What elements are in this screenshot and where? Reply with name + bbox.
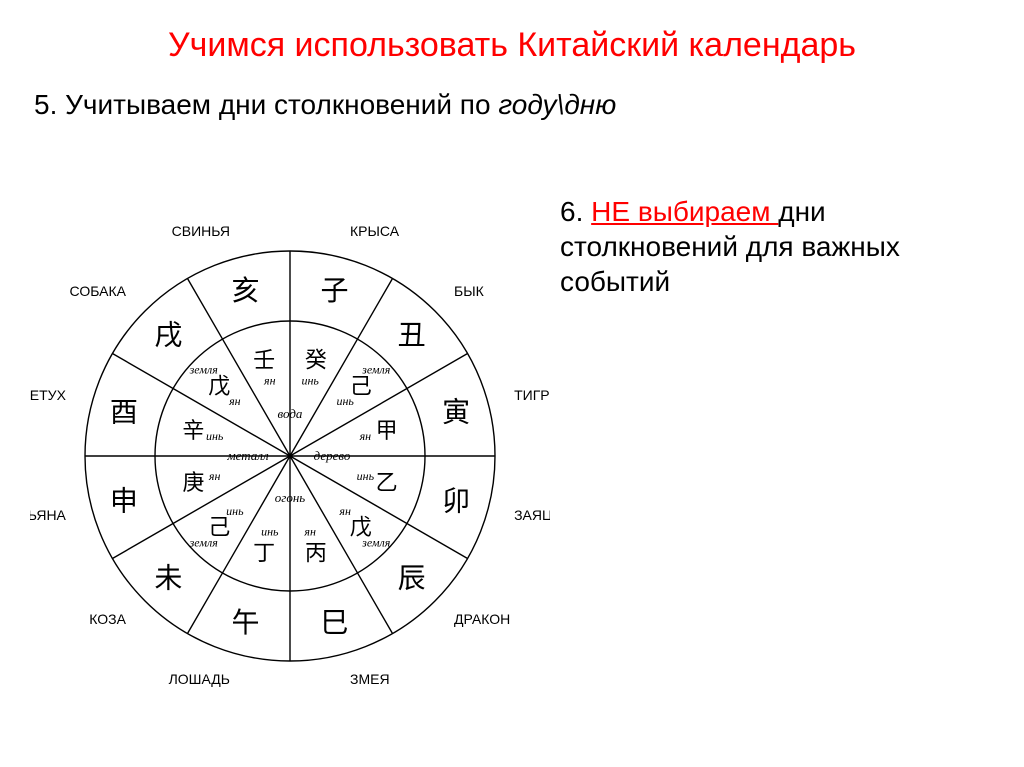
- stem-glyph: 乙: [376, 470, 398, 495]
- stem-yinyang: ян: [228, 394, 241, 408]
- stem-yinyang: ян: [263, 374, 276, 388]
- stem-yinyang: ян: [359, 429, 372, 443]
- stem-glyph: 戊: [208, 373, 230, 398]
- zodiac-glyph: 子: [321, 276, 349, 307]
- element-label: огонь: [275, 490, 306, 505]
- element-label: металл: [226, 448, 269, 463]
- slide: Учимся использовать Китайский календарь …: [0, 0, 1024, 767]
- zodiac-glyph: 寅: [442, 396, 470, 428]
- zodiac-label: БЫК: [454, 283, 485, 299]
- stem-yinyang: инь: [206, 429, 224, 443]
- zodiac-glyph: 丑: [398, 320, 426, 351]
- element-label: вода: [278, 406, 303, 421]
- zodiac-label: ЛОШАДЬ: [169, 671, 230, 687]
- zodiac-label: КОЗА: [89, 611, 126, 627]
- element-label: дерево: [314, 448, 351, 463]
- point-5: 5. Учитываем дни столкновений по году\дн…: [34, 89, 996, 121]
- stem-glyph: 癸: [305, 347, 327, 372]
- stem-glyph: 庚: [182, 470, 204, 495]
- zodiac-label: ЗМЕЯ: [350, 671, 390, 687]
- stem-yinyang: инь: [261, 524, 279, 538]
- stem-earth-label: земля: [189, 363, 219, 377]
- zodiac-label: ДРАКОН: [454, 611, 510, 627]
- point-6-prefix: 6.: [560, 196, 591, 227]
- stem-yinyang: ян: [338, 504, 351, 518]
- point-5-emph: году\дню: [498, 89, 616, 120]
- zodiac-glyph: 午: [231, 607, 259, 639]
- zodiac-label: ТИГР: [514, 387, 550, 403]
- zodiac-label: ЗАЯЦ: [514, 507, 550, 523]
- zodiac-wheel-diagram: КРЫСА 子 БЫК 丑 ТИГР 寅 ЗАЯЦ 卯 ДРАКОН 辰 ЗМЕЯ 巳 ЛОШАДЬ 午 К…: [30, 186, 550, 726]
- stem-yinyang: инь: [357, 469, 375, 483]
- zodiac-glyph: 辰: [398, 564, 426, 595]
- zodiac-label: СОБАКА: [70, 283, 127, 299]
- stem-glyph: 壬: [253, 347, 275, 372]
- zodiac-glyph: 酉: [110, 397, 138, 428]
- zodiac-glyph: 卯: [442, 486, 470, 518]
- zodiac-label: СВИНЬЯ: [172, 223, 230, 239]
- point-5-prefix: 5. Учитываем дни столкновений по: [34, 89, 498, 120]
- stem-earth-label: земля: [361, 363, 391, 377]
- zodiac-glyph: 申: [110, 486, 138, 518]
- zodiac-label: ПЕТУХ: [30, 387, 67, 403]
- stem-earth-label: земля: [361, 535, 391, 549]
- stem-earth-label: земля: [189, 535, 219, 549]
- slide-title: Учимся использовать Китайский календарь: [28, 26, 996, 65]
- title-text: Учимся использовать Китайский календарь: [168, 26, 856, 64]
- stem-glyph: 丁: [253, 541, 275, 566]
- stem-yinyang: инь: [301, 374, 319, 388]
- stem-glyph: 甲: [376, 418, 398, 443]
- stem-yinyang: ян: [208, 469, 221, 483]
- wheel-svg: КРЫСА 子 БЫК 丑 ТИГР 寅 ЗАЯЦ 卯 ДРАКОН 辰 ЗМЕЯ 巳 ЛОШАДЬ 午 К…: [30, 186, 550, 726]
- stem-yinyang: инь: [226, 504, 244, 518]
- point-6: 6. НЕ выбираем дни столкновений для важн…: [560, 194, 990, 299]
- zodiac-label: ОБЕЗЬЯНА: [30, 507, 67, 523]
- zodiac-glyph: 戌: [154, 319, 182, 351]
- stem-glyph: 丙: [305, 541, 327, 566]
- zodiac-label: КРЫСА: [350, 223, 400, 239]
- zodiac-glyph: 未: [154, 563, 182, 595]
- stem-yinyang: ян: [303, 524, 316, 538]
- point-6-emph: НЕ выбираем: [591, 196, 778, 227]
- zodiac-glyph: 亥: [231, 275, 259, 307]
- stem-glyph: 辛: [182, 418, 204, 443]
- stem-yinyang: инь: [336, 394, 354, 408]
- zodiac-glyph: 巳: [321, 608, 349, 639]
